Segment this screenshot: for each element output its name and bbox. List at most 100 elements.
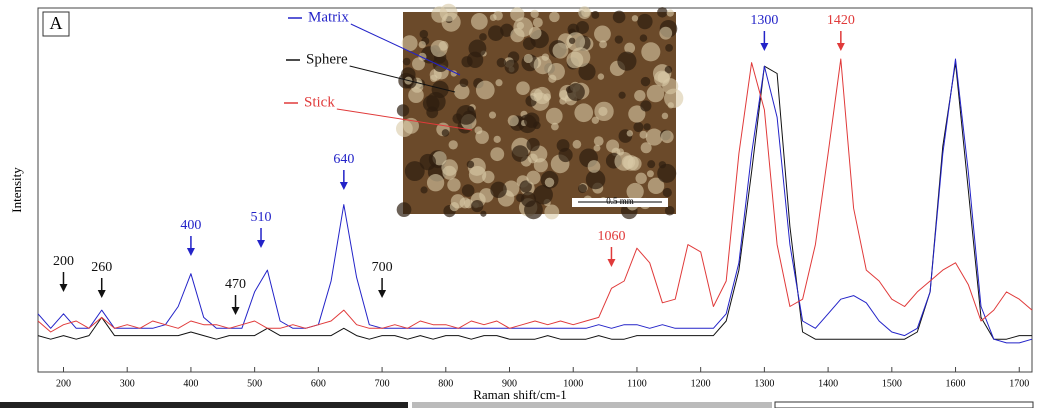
peak-label: 640 [333, 152, 354, 167]
x-tick-label: 200 [56, 378, 71, 389]
peak-label: 260 [91, 260, 112, 275]
inset-grain [577, 184, 588, 194]
y-axis-label: Intensity [9, 167, 24, 213]
x-tick-label: 1300 [754, 378, 774, 389]
inset-grain [422, 95, 440, 112]
peak-arrowhead [59, 284, 68, 292]
inset-grain [658, 161, 667, 169]
inset-grain [626, 130, 634, 137]
inset-grain [665, 44, 673, 52]
peak-label: 200 [53, 254, 74, 269]
strip-frame [774, 401, 1034, 408]
inset-grain [599, 40, 607, 49]
inset-grain [591, 116, 600, 124]
spectrum-line [37, 58, 1033, 344]
inset-grain [645, 128, 663, 146]
peak-arrowhead [836, 43, 845, 51]
inset-grain [490, 181, 507, 199]
inset-grain [606, 139, 620, 153]
x-tick-label: 1600 [946, 378, 966, 389]
inset-grain [510, 7, 525, 22]
peak-label: 700 [372, 260, 393, 275]
legend-label: Sphere [306, 51, 348, 67]
inset-grain [661, 112, 669, 120]
inset-grain [635, 172, 647, 185]
inset-grain [631, 15, 639, 22]
peak-arrowhead [339, 182, 348, 190]
x-axis-label: Raman shift/cm-1 [473, 387, 567, 402]
peak-label: 470 [225, 277, 246, 292]
inset-grain [626, 182, 644, 201]
x-tick-label: 1400 [818, 378, 838, 389]
inset-grain [594, 101, 614, 122]
inset-grain [532, 17, 543, 28]
inset-grain [545, 107, 563, 125]
inset-grain [448, 140, 458, 150]
inset-grain [640, 76, 651, 87]
x-tick-label: 800 [438, 378, 453, 389]
inset-grain [659, 26, 673, 40]
inset-grain [523, 53, 533, 64]
inset-grain [558, 147, 573, 163]
inset-grain [488, 111, 497, 119]
spectrum-line [37, 62, 1032, 340]
inset-grain [404, 161, 425, 181]
inset-grain [639, 130, 648, 139]
peak-arrowhead [760, 43, 769, 51]
inset-grain [647, 177, 665, 195]
panel-label-box [42, 11, 70, 37]
leader-line [336, 108, 473, 131]
inset-grain [487, 25, 504, 41]
inset-grain [593, 136, 604, 146]
inset-grain [516, 21, 525, 30]
inset-grain [533, 55, 552, 75]
inset-grain [496, 57, 507, 68]
inset-grain [523, 112, 540, 128]
inset-grain [430, 40, 448, 58]
inset-grain [528, 26, 542, 40]
inset-grain [614, 151, 634, 171]
inset-grain [493, 10, 503, 21]
inset-grain [614, 35, 623, 44]
inset-grain [510, 28, 525, 43]
inset-grain [396, 104, 410, 117]
x-tick-label: 1700 [1009, 378, 1029, 389]
inset-grain [419, 29, 429, 39]
inset-grain [453, 83, 470, 100]
inset-grain [667, 102, 674, 109]
x-tick-label: 400 [183, 378, 198, 389]
peak-label: 510 [251, 210, 272, 225]
inset-grain [471, 199, 484, 213]
strip-image [0, 402, 408, 408]
inset-grain [516, 81, 530, 95]
inset-grain [456, 104, 477, 125]
inset-grain [547, 63, 565, 81]
inset-grain [654, 70, 670, 87]
inset-grain [401, 35, 418, 52]
peak-label: 400 [180, 218, 201, 233]
inset-grain [568, 37, 576, 44]
inset-grain [490, 147, 505, 162]
inset-grain [493, 135, 501, 143]
inset-grain [527, 153, 538, 164]
leader-line [350, 23, 461, 76]
inset-grain [559, 97, 567, 105]
inset-grain [426, 174, 445, 192]
inset-grain [441, 159, 458, 176]
inset-grain [504, 59, 519, 74]
inset-grain [578, 6, 591, 19]
inset-grain [418, 52, 427, 61]
inset-grain [664, 65, 673, 74]
inset-grain [612, 10, 626, 24]
inset-grain [618, 91, 626, 99]
inset-grain [418, 40, 426, 49]
inset-grain [475, 130, 489, 144]
inset-grain [566, 32, 586, 51]
inset-grain [470, 13, 488, 30]
plot-frame [37, 7, 1033, 373]
leader-line [349, 65, 456, 93]
peak-label: 1300 [750, 13, 778, 28]
inset-grain [466, 160, 475, 169]
x-tick-label: 1000 [563, 378, 583, 389]
inset-grain [431, 80, 449, 98]
